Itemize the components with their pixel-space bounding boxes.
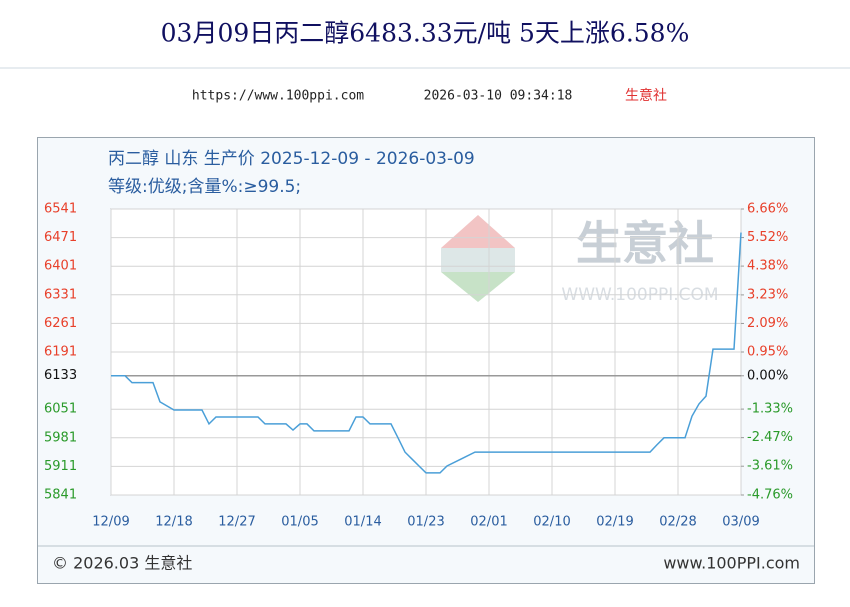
chart-subtitle: 等级:优级;含量%:≥99.5; <box>108 177 301 197</box>
y2-tick-label: -2.47% <box>747 430 793 445</box>
y2-tick-label: -4.76% <box>747 488 793 503</box>
y2-tick-label: -1.33% <box>747 402 793 417</box>
y2-tick-label: 4.38% <box>747 259 788 274</box>
x-tick-label: 02/10 <box>533 515 570 530</box>
y2-tick-label: 2.09% <box>747 316 788 331</box>
y-tick-label: 6261 <box>44 316 77 331</box>
y-tick-label: 6191 <box>44 345 77 360</box>
chart-title: 丙二醇 山东 生产价 2025-12-09 - 2026-03-09 <box>108 149 475 169</box>
y-tick-label: 6051 <box>44 402 77 417</box>
y2-tick-label: -3.61% <box>747 459 793 474</box>
x-tick-label: 12/27 <box>218 515 255 530</box>
source-url: https://www.100ppi.com <box>192 89 364 104</box>
x-tick-label: 01/23 <box>407 515 444 530</box>
y2-tick-label: 0.00% <box>747 368 788 383</box>
y-tick-label: 6331 <box>44 287 77 302</box>
x-tick-label: 02/01 <box>470 515 507 530</box>
y-tick-label: 6133 <box>44 368 77 383</box>
source-name: 生意社 <box>625 87 667 104</box>
watermark-brand: 生意社 <box>576 217 714 271</box>
y-tick-label: 5911 <box>44 459 77 474</box>
x-tick-label: 12/18 <box>155 515 192 530</box>
footer-site: www.100PPI.com <box>663 554 800 573</box>
x-tick-label: 12/09 <box>92 515 129 530</box>
y2-tick-label: 5.52% <box>747 230 788 245</box>
price-line <box>111 232 742 474</box>
y2-tick-label: 3.23% <box>747 287 788 302</box>
y2-tick-label: 0.95% <box>747 345 788 360</box>
y2-tick-label: 6.66% <box>747 202 788 217</box>
y-tick-label: 6471 <box>44 230 77 245</box>
y-tick-label: 6401 <box>44 259 77 274</box>
footer-copyright: © 2026.03 生意社 <box>52 554 192 573</box>
x-tick-label: 03/09 <box>722 515 759 530</box>
timestamp: 2026-03-10 09:34:18 <box>424 89 573 104</box>
watermark-logo <box>441 215 515 302</box>
y-tick-label: 5981 <box>44 430 77 445</box>
x-tick-label: 02/28 <box>659 515 696 530</box>
y-tick-label: 5841 <box>44 488 77 503</box>
x-tick-label: 02/19 <box>596 515 633 530</box>
y-tick-label: 6541 <box>44 202 77 217</box>
x-tick-label: 01/05 <box>281 515 318 530</box>
page-title: 03月09日丙二醇6483.33元/吨 5天上涨6.58% <box>161 19 690 48</box>
x-tick-label: 01/14 <box>344 515 381 530</box>
